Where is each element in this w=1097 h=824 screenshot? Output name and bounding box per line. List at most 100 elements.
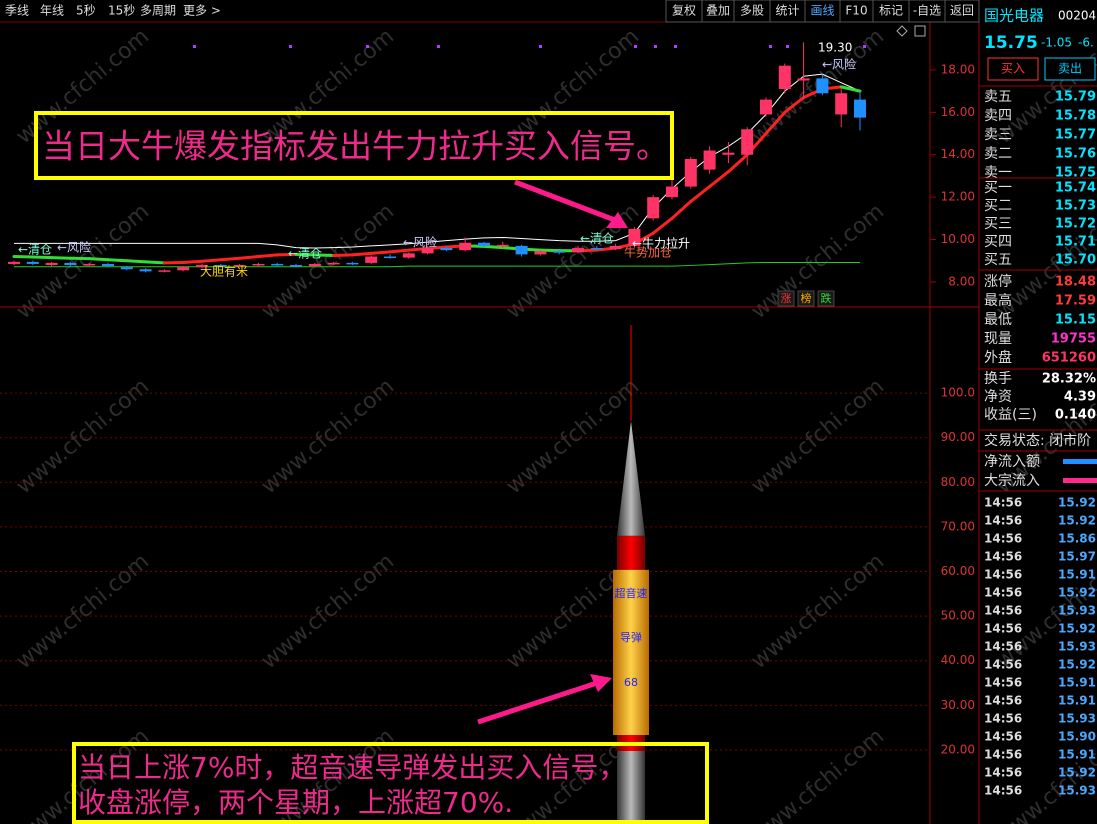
toolbar-button-label[interactable]: 叠加 [706,4,730,18]
buy-button[interactable] [987,57,1039,81]
candle-body [346,262,359,265]
trend-line [708,170,730,189]
toolbar-button-label[interactable]: 标记 [879,4,903,18]
y-tick-label: 60.00 [941,564,975,578]
chart-annotation: ←牛力拉升 [632,236,690,251]
trade-price: 15.93 [1058,604,1096,618]
trend-line [238,255,260,260]
trend-line [388,248,411,254]
candle-body [534,251,547,255]
trend-line [726,153,749,174]
row-label: 卖五 [984,89,1012,105]
arrow-head [606,212,628,228]
trade-time: 14:56 [984,730,1022,744]
chart-annotation: 牛势加仓 [624,245,672,260]
chart-button[interactable] [797,290,815,307]
chart-button-label[interactable]: 跌 [821,291,832,305]
icon-diamond[interactable] [896,25,908,37]
toolbar-item[interactable]: 15秒 [108,4,135,18]
trade-price: 15.92 [1058,514,1096,528]
missile-value: 68 [624,676,638,689]
row-label: 买四 [984,234,1012,250]
toolbar-button[interactable] [944,0,980,23]
toolbar-item[interactable]: 更多 > [183,4,221,18]
missile-nose [617,420,645,536]
chart-button-label[interactable]: 榜 [801,291,812,305]
sell-button[interactable] [1044,57,1096,81]
trade-price: 15.93 [1058,784,1096,798]
trade-time: 14:56 [984,640,1022,654]
trade-time: 14:56 [984,568,1022,582]
y-tick-label: 100.0 [941,386,975,400]
y-tick-label: 10.00 [941,232,975,246]
candle-body [177,267,190,271]
candle-body [515,245,528,255]
row-value: 17.59 [1055,294,1096,309]
missile-band [617,535,645,570]
candle-body [741,129,754,155]
trade-price: 15.93 [1058,712,1096,726]
y-tick-label: 80.00 [941,475,975,489]
callout-text: 当日上涨7%时，超音速导弹发出买入信号， [78,751,626,784]
buy-label[interactable]: 买入 [1001,62,1025,76]
trade-price: 15.91 [1058,748,1096,762]
trade-time: 14:56 [984,604,1022,618]
trade-time: 14:56 [984,676,1022,690]
trend-line [125,259,148,264]
row-value: 15.76 [1055,147,1096,162]
candle-body [478,242,490,246]
toolbar-button-label[interactable]: -自选 [913,4,941,18]
trade-time: 14:56 [984,550,1022,564]
toolbar-item[interactable]: 年线 [40,4,64,18]
row-label: 买五 [984,252,1012,268]
toolbar-button-label[interactable]: 复权 [672,4,696,18]
trend-line [651,216,674,235]
toolbar-button-label[interactable]: F10 [845,4,867,18]
candle-body [459,242,472,251]
row-value: 18.48 [1055,275,1096,290]
trade-price: 15.91 [1058,676,1096,690]
callout-text: 收盘涨停，两个星期，上涨超70%. [78,786,513,819]
chart-button-label[interactable]: 涨 [781,292,792,305]
y-tick-label: 8.00 [948,274,975,288]
row-label: 净资 [984,389,1012,405]
y-tick-label: 14.00 [941,147,975,161]
candle-body [590,248,603,250]
y-tick-label: 12.00 [941,190,975,204]
row-value: 15.79 [1055,90,1096,105]
ma-line [14,73,861,249]
trade-time: 14:56 [984,586,1022,600]
trend-line [764,110,787,136]
candle-body [666,186,678,198]
trade-price: 15.90 [1058,730,1096,744]
candle-body [572,248,584,253]
candle-body [365,256,378,263]
chart-button[interactable] [777,290,795,307]
row-value: 15.72 [1055,217,1096,232]
callout-box [34,111,674,180]
toolbar-button-label[interactable]: 多股 [740,4,764,18]
sell-label[interactable]: 卖出 [1058,62,1082,76]
toolbar-item[interactable]: 季线 [5,4,29,18]
row-label: 卖四 [984,108,1012,124]
trade-time: 14:56 [984,766,1022,780]
callout-box [72,742,709,824]
chart-button[interactable] [817,290,835,307]
trend-line [181,259,204,264]
missile-body [613,569,649,735]
trend-line [783,95,806,114]
toolbar-item[interactable]: 多周期 [140,4,176,18]
row-value: 4.39 [1064,390,1096,405]
icon-square[interactable] [914,25,926,37]
toolbar-button-label[interactable]: 统计 [775,4,799,18]
candle-body [778,65,791,90]
candle-body [252,263,265,266]
candle-body [290,265,302,267]
toolbar-button-label[interactable]: 画线 [810,4,834,18]
toolbar-button-label[interactable]: 返回 [950,4,974,18]
candle-body [496,244,509,247]
row-label: 卖一 [984,165,1012,181]
toolbar-item[interactable]: 5秒 [76,4,96,18]
candle-body [8,261,20,264]
